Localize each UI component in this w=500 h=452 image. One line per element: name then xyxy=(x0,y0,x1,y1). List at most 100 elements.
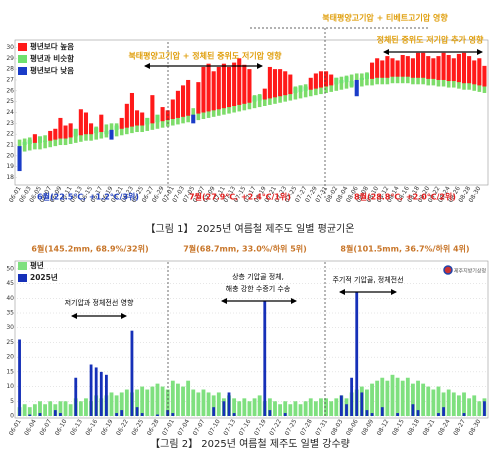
bar xyxy=(483,401,486,416)
bar xyxy=(99,371,103,416)
bar xyxy=(400,380,405,416)
bar xyxy=(211,395,216,416)
bar xyxy=(186,79,191,116)
bar xyxy=(329,401,334,416)
normal-band xyxy=(160,114,165,128)
y-tick-label: 22 xyxy=(6,131,14,138)
bar xyxy=(247,401,252,416)
bar xyxy=(410,58,415,78)
normal-band xyxy=(222,101,226,115)
bar xyxy=(191,389,196,416)
x-tick-label: 07-19 xyxy=(253,418,268,437)
bar xyxy=(221,63,226,109)
legend-swatch xyxy=(18,262,27,270)
annotation: 해충 강한 수증기 수송 xyxy=(226,284,291,293)
bar xyxy=(370,383,374,416)
x-tick-label: 07-13 xyxy=(222,418,237,437)
bar xyxy=(232,398,237,416)
bar xyxy=(145,117,150,125)
x-tick-label: 06-07 xyxy=(38,418,53,437)
bar xyxy=(375,58,380,78)
y-tick-label: 21 xyxy=(6,142,14,149)
bar xyxy=(267,398,272,416)
x-tick-label: 08-15 xyxy=(391,418,406,437)
bar xyxy=(109,392,114,416)
x-tick-label: 06-13 xyxy=(69,418,84,437)
bar xyxy=(119,392,124,416)
bar xyxy=(308,77,313,90)
bar xyxy=(78,401,83,416)
x-tick-label: 08-27 xyxy=(452,418,467,437)
bar xyxy=(395,60,400,77)
x-tick-label: 06-10 xyxy=(54,418,69,437)
bar xyxy=(365,410,369,416)
x-tick-label: 07-04 xyxy=(176,418,191,437)
bar xyxy=(446,55,451,82)
bar xyxy=(242,398,247,416)
bar xyxy=(324,398,328,416)
bar xyxy=(313,73,318,89)
bar xyxy=(38,413,42,416)
normal-band xyxy=(462,76,466,90)
bar xyxy=(140,413,144,416)
bar xyxy=(318,71,324,88)
bar xyxy=(416,410,420,416)
bar xyxy=(380,60,385,78)
bar xyxy=(293,87,298,93)
bar xyxy=(319,398,323,416)
x-tick-label: 07-01 xyxy=(161,418,176,437)
bar xyxy=(283,413,287,416)
x-tick-label: 06-28 xyxy=(146,418,161,437)
y-tick-label: 20 xyxy=(6,152,14,159)
bar xyxy=(227,392,231,416)
y-tick-label: 19 xyxy=(6,163,14,170)
bar xyxy=(22,141,27,146)
bar xyxy=(160,386,165,416)
month-summary: 8월(28.8℃, +2.0℃/2위) xyxy=(354,192,456,202)
bar xyxy=(166,410,170,416)
normal-band xyxy=(130,120,134,134)
bar xyxy=(94,127,99,134)
bar xyxy=(436,56,441,80)
caption: 【그림 1】 2025년 여름철 제주도 일별 평균기온 xyxy=(146,223,355,235)
bar xyxy=(38,401,42,416)
bar xyxy=(441,392,446,416)
x-tick-label: 08-21 xyxy=(422,418,437,437)
normal-band xyxy=(308,83,313,97)
x-tick-label: 06-01 xyxy=(8,418,23,437)
bar xyxy=(201,66,206,113)
bar xyxy=(156,414,159,416)
y-tick-label: 15 xyxy=(6,368,14,375)
bar xyxy=(359,77,364,80)
normal-band xyxy=(360,73,364,87)
bar xyxy=(364,73,369,79)
bar xyxy=(262,88,267,100)
bar xyxy=(456,395,461,416)
legend-label: 평년보다 낮음 xyxy=(30,65,74,75)
bar xyxy=(135,110,140,126)
bar xyxy=(329,74,334,86)
bar xyxy=(129,92,134,127)
bar xyxy=(212,407,216,416)
bar xyxy=(426,386,431,416)
bar xyxy=(196,392,201,416)
bar xyxy=(155,383,160,416)
normal-band xyxy=(452,74,456,88)
bar xyxy=(155,114,160,123)
legend-swatch xyxy=(18,55,27,63)
bar xyxy=(324,71,329,87)
normal-band xyxy=(385,71,390,85)
bar xyxy=(18,339,21,416)
bar xyxy=(462,392,466,416)
month-summary: 8월(101.5mm, 36.7%/하위 4위) xyxy=(340,244,469,254)
normal-band xyxy=(262,92,267,106)
normal-band xyxy=(268,91,272,105)
bar xyxy=(191,114,196,124)
bar xyxy=(385,380,390,416)
bar xyxy=(257,95,262,101)
bar xyxy=(74,377,78,416)
x-tick-label: 07-07 xyxy=(192,418,207,437)
x-tick-label: 07-10 xyxy=(207,418,222,437)
y-tick-label: 20 xyxy=(6,354,14,361)
y-tick-label: 25 xyxy=(6,339,14,346)
